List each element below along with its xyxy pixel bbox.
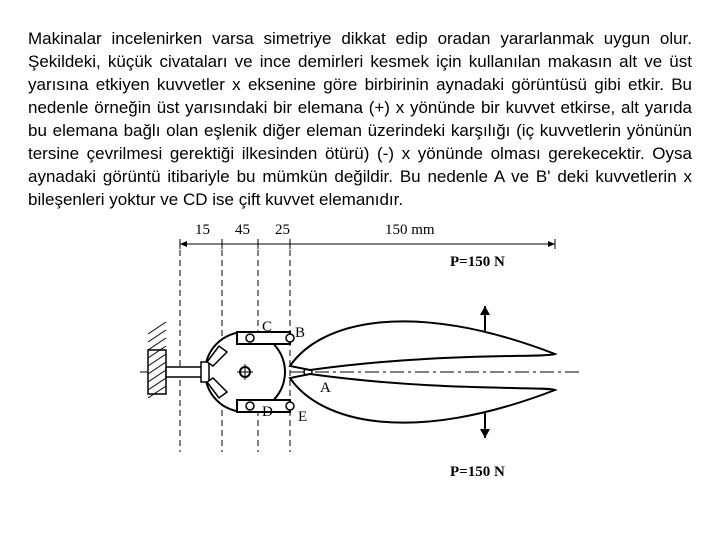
force-top: P=150 N [450, 254, 505, 271]
force-bottom: P=150 N [450, 464, 505, 481]
dim-15: 15 [195, 222, 210, 239]
label-d: D [262, 404, 273, 421]
body-paragraph: Makinalar incelenirken varsa simetriye d… [28, 28, 692, 212]
dim-150: 150 mm [385, 222, 435, 239]
label-a: A [320, 380, 331, 397]
dim-45: 45 [235, 222, 250, 239]
label-c: C [262, 319, 272, 336]
label-e: E [298, 409, 307, 426]
dim-25: 25 [275, 222, 290, 239]
label-b: B [295, 325, 305, 342]
figure-svg [140, 222, 580, 482]
figure-container: 15 45 25 150 mm P=150 N P=150 N C B A D … [140, 222, 580, 482]
